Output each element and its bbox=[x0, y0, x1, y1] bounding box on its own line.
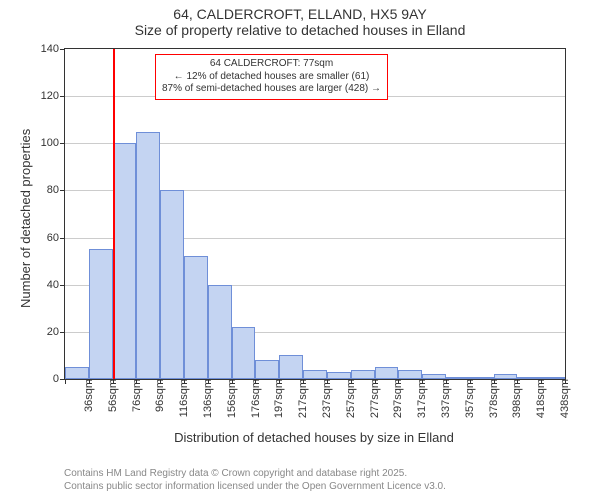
histogram-bar bbox=[398, 370, 422, 379]
xtick-mark bbox=[65, 379, 66, 384]
xtick-mark bbox=[136, 379, 137, 384]
xtick-label: 438sqm bbox=[557, 379, 571, 418]
histogram-bar bbox=[184, 256, 208, 379]
xtick-mark bbox=[351, 379, 352, 384]
xtick-label: 197sqm bbox=[271, 379, 285, 418]
xtick-mark bbox=[541, 379, 542, 384]
annotation-line: ← 12% of detached houses are smaller (61… bbox=[162, 71, 381, 84]
footer-attribution: Contains HM Land Registry data © Crown c… bbox=[64, 467, 446, 493]
footer-line1: Contains HM Land Registry data © Crown c… bbox=[64, 467, 446, 480]
ytick-label: 20 bbox=[47, 326, 65, 338]
marker-line bbox=[113, 49, 115, 379]
ytick-label: 40 bbox=[47, 279, 65, 291]
histogram-bar bbox=[65, 367, 89, 379]
xtick-label: 378sqm bbox=[486, 379, 500, 418]
histogram-bar bbox=[303, 370, 327, 379]
xtick-mark bbox=[422, 379, 423, 384]
xtick-label: 176sqm bbox=[248, 379, 262, 418]
xtick-mark bbox=[398, 379, 399, 384]
chart-plot-area: 02040608010012014036sqm56sqm76sqm96sqm11… bbox=[64, 48, 566, 380]
xtick-label: 217sqm bbox=[295, 379, 309, 418]
xtick-mark bbox=[232, 379, 233, 384]
ytick-label: 0 bbox=[53, 373, 65, 385]
ytick-label: 140 bbox=[41, 43, 65, 55]
annotation-box: 64 CALDERCROFT: 77sqm← 12% of detached h… bbox=[155, 54, 388, 100]
xtick-mark bbox=[303, 379, 304, 384]
ytick-label: 100 bbox=[41, 137, 65, 149]
histogram-bar bbox=[255, 360, 279, 379]
histogram-bar bbox=[351, 370, 375, 379]
xtick-mark bbox=[89, 379, 90, 384]
histogram-bar bbox=[375, 367, 399, 379]
histogram-bar bbox=[89, 249, 113, 379]
xtick-label: 237sqm bbox=[319, 379, 333, 418]
xtick-label: 357sqm bbox=[462, 379, 476, 418]
xtick-mark bbox=[208, 379, 209, 384]
xtick-label: 257sqm bbox=[343, 379, 357, 418]
xtick-label: 398sqm bbox=[509, 379, 523, 418]
histogram-bar bbox=[136, 132, 160, 380]
xtick-mark bbox=[470, 379, 471, 384]
ytick-label: 120 bbox=[41, 90, 65, 102]
histogram-bar bbox=[327, 372, 351, 379]
xtick-label: 277sqm bbox=[367, 379, 381, 418]
y-axis-title: Number of detached properties bbox=[18, 129, 33, 308]
histogram-bar bbox=[113, 143, 137, 379]
xtick-mark bbox=[255, 379, 256, 384]
histogram-bar bbox=[208, 285, 232, 379]
xtick-label: 156sqm bbox=[224, 379, 238, 418]
xtick-mark bbox=[279, 379, 280, 384]
xtick-mark bbox=[517, 379, 518, 384]
xtick-mark bbox=[494, 379, 495, 384]
histogram-bar bbox=[279, 355, 303, 379]
ytick-label: 80 bbox=[47, 184, 65, 196]
annotation-line: 87% of semi-detached houses are larger (… bbox=[162, 83, 381, 96]
xtick-label: 418sqm bbox=[533, 379, 547, 418]
xtick-mark bbox=[160, 379, 161, 384]
xtick-label: 136sqm bbox=[200, 379, 214, 418]
chart-title-line2: Size of property relative to detached ho… bbox=[0, 22, 600, 38]
xtick-label: 317sqm bbox=[414, 379, 428, 418]
xtick-mark bbox=[565, 379, 566, 384]
xtick-mark bbox=[446, 379, 447, 384]
histogram-bar bbox=[232, 327, 256, 379]
chart-title-line1: 64, CALDERCROFT, ELLAND, HX5 9AY bbox=[0, 6, 600, 22]
xtick-label: 337sqm bbox=[438, 379, 452, 418]
footer-line2: Contains public sector information licen… bbox=[64, 480, 446, 493]
xtick-mark bbox=[375, 379, 376, 384]
annotation-line: 64 CALDERCROFT: 77sqm bbox=[162, 58, 381, 71]
xtick-mark bbox=[327, 379, 328, 384]
xtick-mark bbox=[113, 379, 114, 384]
chart-title-block: 64, CALDERCROFT, ELLAND, HX5 9AY Size of… bbox=[0, 0, 600, 38]
xtick-label: 297sqm bbox=[390, 379, 404, 418]
xtick-label: 116sqm bbox=[176, 379, 190, 417]
x-axis-title: Distribution of detached houses by size … bbox=[64, 430, 564, 445]
histogram-bar bbox=[160, 190, 184, 379]
xtick-mark bbox=[184, 379, 185, 384]
ytick-label: 60 bbox=[47, 232, 65, 244]
